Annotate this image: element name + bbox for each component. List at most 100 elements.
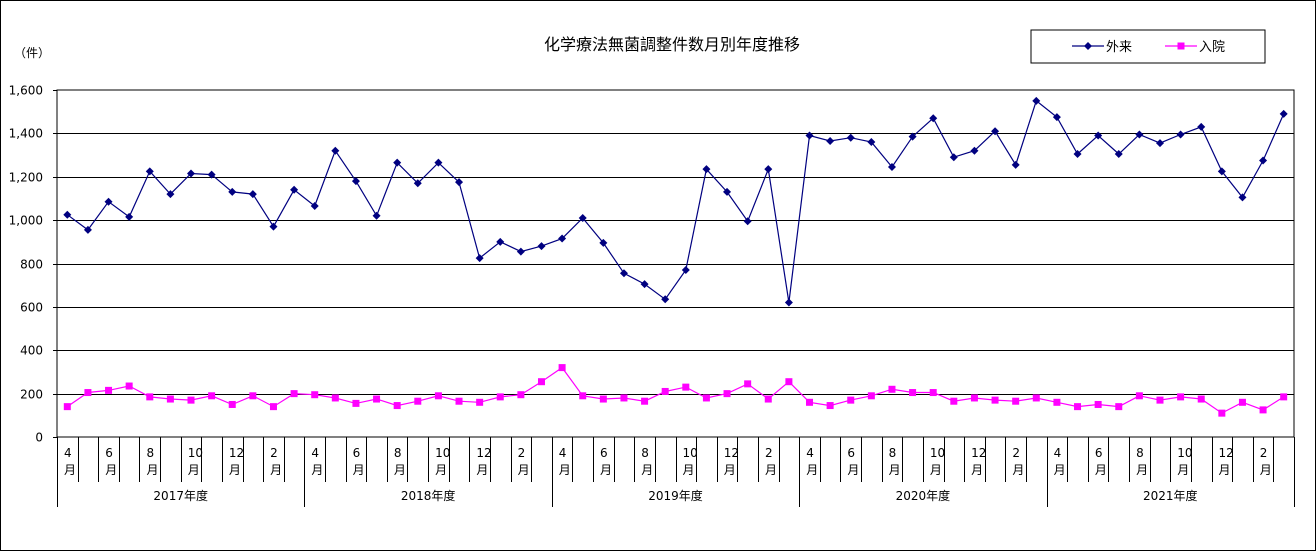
- y-tick-label: 1,600: [9, 84, 43, 98]
- data-point-outpatient: [537, 242, 546, 251]
- y-tick-label: 400: [20, 344, 43, 358]
- data-point-outpatient: [104, 197, 113, 206]
- x-tick-label: 10: [188, 446, 203, 460]
- data-point-inpatient: [1156, 396, 1164, 404]
- data-point-outpatient: [228, 187, 237, 196]
- legend-marker-outpatient: [1084, 42, 1092, 50]
- x-tick-unit: 月: [353, 463, 365, 477]
- data-point-inpatient: [1094, 400, 1102, 408]
- data-point-outpatient: [351, 177, 360, 186]
- x-tick-label: 6: [1095, 446, 1103, 460]
- data-point-inpatient: [867, 392, 875, 400]
- x-tick-unit: 月: [930, 463, 942, 477]
- data-point-inpatient: [434, 392, 442, 400]
- year-label: 2021年度: [1143, 488, 1198, 503]
- x-tick-unit: 月: [1260, 463, 1272, 477]
- data-point-outpatient: [83, 225, 92, 234]
- data-point-inpatient: [702, 394, 710, 402]
- data-point-inpatient: [187, 396, 195, 404]
- y-tick-label: 800: [20, 258, 43, 272]
- data-point-outpatient: [1052, 113, 1061, 122]
- data-point-outpatient: [619, 269, 628, 278]
- data-point-outpatient: [310, 202, 319, 211]
- data-point-inpatient: [682, 383, 690, 391]
- data-point-inpatient: [105, 386, 113, 394]
- data-point-inpatient: [228, 400, 236, 408]
- x-tick-unit: 月: [146, 463, 158, 477]
- data-point-outpatient: [393, 158, 402, 167]
- x-tick-label: 8: [394, 446, 402, 460]
- data-point-inpatient: [744, 380, 752, 388]
- data-point-inpatient: [599, 395, 607, 403]
- data-point-outpatient: [1217, 167, 1226, 176]
- x-tick-unit: 月: [229, 463, 241, 477]
- data-point-outpatient: [1135, 130, 1144, 139]
- data-point-outpatient: [1073, 149, 1082, 158]
- x-tick-label: 4: [559, 446, 567, 460]
- data-point-inpatient: [620, 394, 628, 402]
- x-tick-unit: 月: [518, 463, 530, 477]
- x-tick-unit: 月: [559, 463, 571, 477]
- x-tick-unit: 月: [641, 463, 653, 477]
- data-point-inpatient: [1259, 406, 1267, 414]
- data-point-outpatient: [784, 298, 793, 307]
- data-point-outpatient: [516, 247, 525, 256]
- x-tick-unit: 月: [311, 463, 323, 477]
- data-point-outpatient: [805, 131, 814, 140]
- x-tick-label: 8: [1136, 446, 1144, 460]
- x-tick-unit: 月: [476, 463, 488, 477]
- data-point-inpatient: [84, 389, 92, 397]
- legend-marker-inpatient: [1177, 42, 1185, 50]
- data-point-inpatient: [125, 382, 133, 390]
- x-tick-unit: 月: [683, 463, 695, 477]
- x-tick-unit: 月: [394, 463, 406, 477]
- x-tick-label: 12: [724, 446, 739, 460]
- data-point-outpatient: [867, 138, 876, 147]
- data-point-inpatient: [661, 387, 669, 395]
- data-point-outpatient: [372, 211, 381, 220]
- data-point-outpatient: [248, 190, 257, 199]
- x-tick-label: 12: [476, 446, 491, 460]
- x-tick-unit: 月: [1054, 463, 1066, 477]
- y-tick-label: 600: [20, 301, 43, 315]
- x-tick-unit: 月: [1012, 463, 1024, 477]
- data-point-inpatient: [909, 389, 917, 397]
- data-point-inpatient: [888, 385, 896, 393]
- legend-label-outpatient: 外来: [1106, 40, 1132, 55]
- data-point-inpatient: [785, 378, 793, 386]
- data-point-outpatient: [166, 190, 175, 199]
- data-point-inpatient: [290, 390, 298, 398]
- data-point-outpatient: [661, 295, 670, 304]
- x-tick-label: 8: [146, 446, 154, 460]
- data-point-outpatient: [269, 222, 278, 231]
- data-point-inpatient: [1218, 409, 1226, 417]
- y-tick-label: 1,000: [9, 214, 43, 228]
- data-point-inpatient: [764, 395, 772, 403]
- data-point-inpatient: [970, 394, 978, 402]
- x-tick-unit: 月: [435, 463, 447, 477]
- data-point-inpatient: [1280, 393, 1288, 401]
- x-tick-label: 2: [518, 446, 526, 460]
- x-tick-label: 2: [1012, 446, 1020, 460]
- data-point-inpatient: [331, 394, 339, 402]
- y-tick-label: 200: [20, 388, 43, 402]
- x-tick-unit: 月: [105, 463, 117, 477]
- legend: 外来 入院: [1030, 29, 1266, 64]
- year-label: 2017年度: [153, 488, 208, 503]
- data-point-outpatient: [764, 165, 773, 174]
- data-point-inpatient: [537, 378, 545, 386]
- data-point-outpatient: [455, 178, 464, 187]
- x-tick-label: 6: [847, 446, 855, 460]
- x-tick-unit: 月: [64, 463, 76, 477]
- data-point-inpatient: [1115, 403, 1123, 411]
- x-tick-unit: 月: [188, 463, 200, 477]
- data-point-outpatient: [145, 167, 154, 176]
- x-tick-unit: 月: [1177, 463, 1189, 477]
- data-point-inpatient: [208, 392, 216, 400]
- data-point-outpatient: [640, 280, 649, 289]
- x-tick-unit: 月: [270, 463, 282, 477]
- data-point-outpatient: [496, 237, 505, 246]
- data-point-outpatient: [846, 133, 855, 142]
- data-point-inpatient: [1032, 394, 1040, 402]
